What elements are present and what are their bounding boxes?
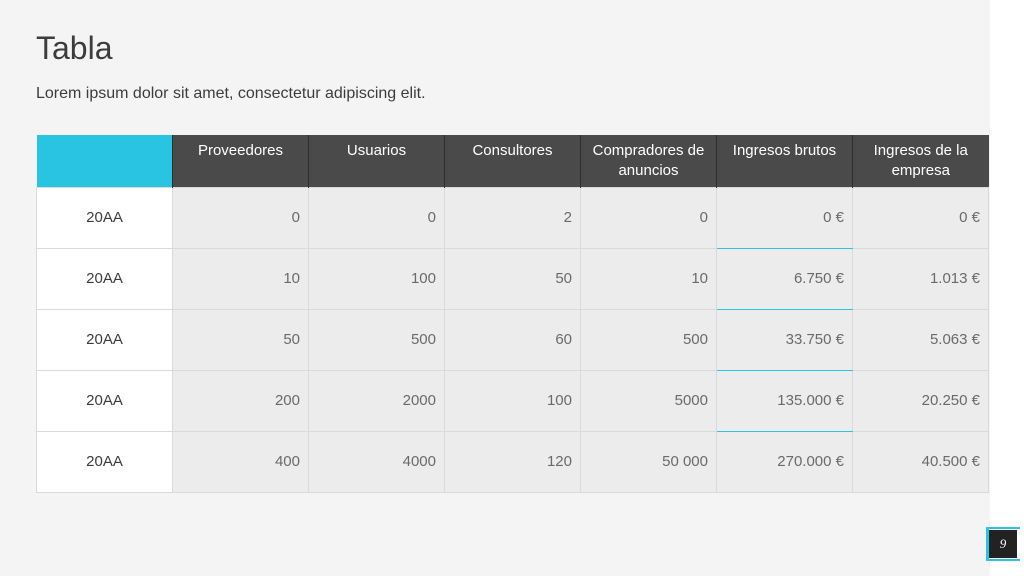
table-cell: 40.500 € <box>852 430 989 493</box>
table-cell: 0 € <box>852 186 989 249</box>
row-label: 20AA <box>36 430 173 493</box>
table-cell: 10 <box>172 247 309 310</box>
table-cell: 20.250 € <box>852 369 989 432</box>
table-cell: 0 <box>580 186 717 249</box>
table-cell: 0 € <box>716 186 853 249</box>
table-cell: 1.013 € <box>852 247 989 310</box>
table-cell: 60 <box>444 308 581 371</box>
slide-subtitle: Lorem ipsum dolor sit amet, consectetur … <box>36 85 426 102</box>
table-cell: 5.063 € <box>852 308 989 371</box>
right-margin-strip <box>990 0 1024 576</box>
table-header-row: Proveedores Usuarios Consultores Comprad… <box>36 135 989 187</box>
table-cell: 120 <box>444 430 581 493</box>
badge-accent-left <box>986 527 989 561</box>
table-cell: 50 <box>444 247 581 310</box>
table-cell: 2000 <box>308 369 445 432</box>
page-number: 9 <box>989 530 1017 558</box>
table-cell: 50 <box>172 308 309 371</box>
table-cell: 10 <box>580 247 717 310</box>
row-label: 20AA <box>36 247 173 310</box>
table-cell: 500 <box>580 308 717 371</box>
table-cell: 135.000 € <box>716 369 853 432</box>
slide-title: Tabla <box>36 30 113 66</box>
table-cell: 270.000 € <box>716 430 853 493</box>
page-number-badge: 9 <box>986 527 1020 561</box>
column-header-ingresos-empresa: Ingresos de la empresa <box>852 135 989 187</box>
table-cell: 200 <box>172 369 309 432</box>
table-cell: 400 <box>172 430 309 493</box>
table-cell: 33.750 € <box>716 308 853 371</box>
table-cell: 500 <box>308 308 445 371</box>
column-header-ingresos-brutos: Ingresos brutos <box>716 135 853 187</box>
data-table: Proveedores Usuarios Consultores Comprad… <box>36 135 989 493</box>
table-cell: 50 000 <box>580 430 717 493</box>
table-cell: 4000 <box>308 430 445 493</box>
table-cell: 0 <box>308 186 445 249</box>
table-row: 20AA 0 0 2 0 0 € 0 € <box>36 186 989 249</box>
badge-accent-top <box>986 527 1020 529</box>
badge-accent-bottom <box>986 559 1020 561</box>
table-row: 20AA 10 100 50 10 6.750 € 1.013 € <box>36 247 989 310</box>
table-cell: 5000 <box>580 369 717 432</box>
table-cell: 6.750 € <box>716 247 853 310</box>
column-header-proveedores: Proveedores <box>172 135 309 187</box>
table-row: 20AA 200 2000 100 5000 135.000 € 20.250 … <box>36 369 989 432</box>
table-corner-cell <box>36 135 173 187</box>
column-header-consultores: Consultores <box>444 135 581 187</box>
table-cell: 100 <box>444 369 581 432</box>
table-row: 20AA 50 500 60 500 33.750 € 5.063 € <box>36 308 989 371</box>
table-cell: 100 <box>308 247 445 310</box>
row-label: 20AA <box>36 186 173 249</box>
table-cell: 0 <box>172 186 309 249</box>
table-cell: 2 <box>444 186 581 249</box>
column-header-usuarios: Usuarios <box>308 135 445 187</box>
row-label: 20AA <box>36 369 173 432</box>
column-header-compradores: Compradores de anuncios <box>580 135 717 187</box>
row-label: 20AA <box>36 308 173 371</box>
table-row: 20AA 400 4000 120 50 000 270.000 € 40.50… <box>36 430 989 493</box>
